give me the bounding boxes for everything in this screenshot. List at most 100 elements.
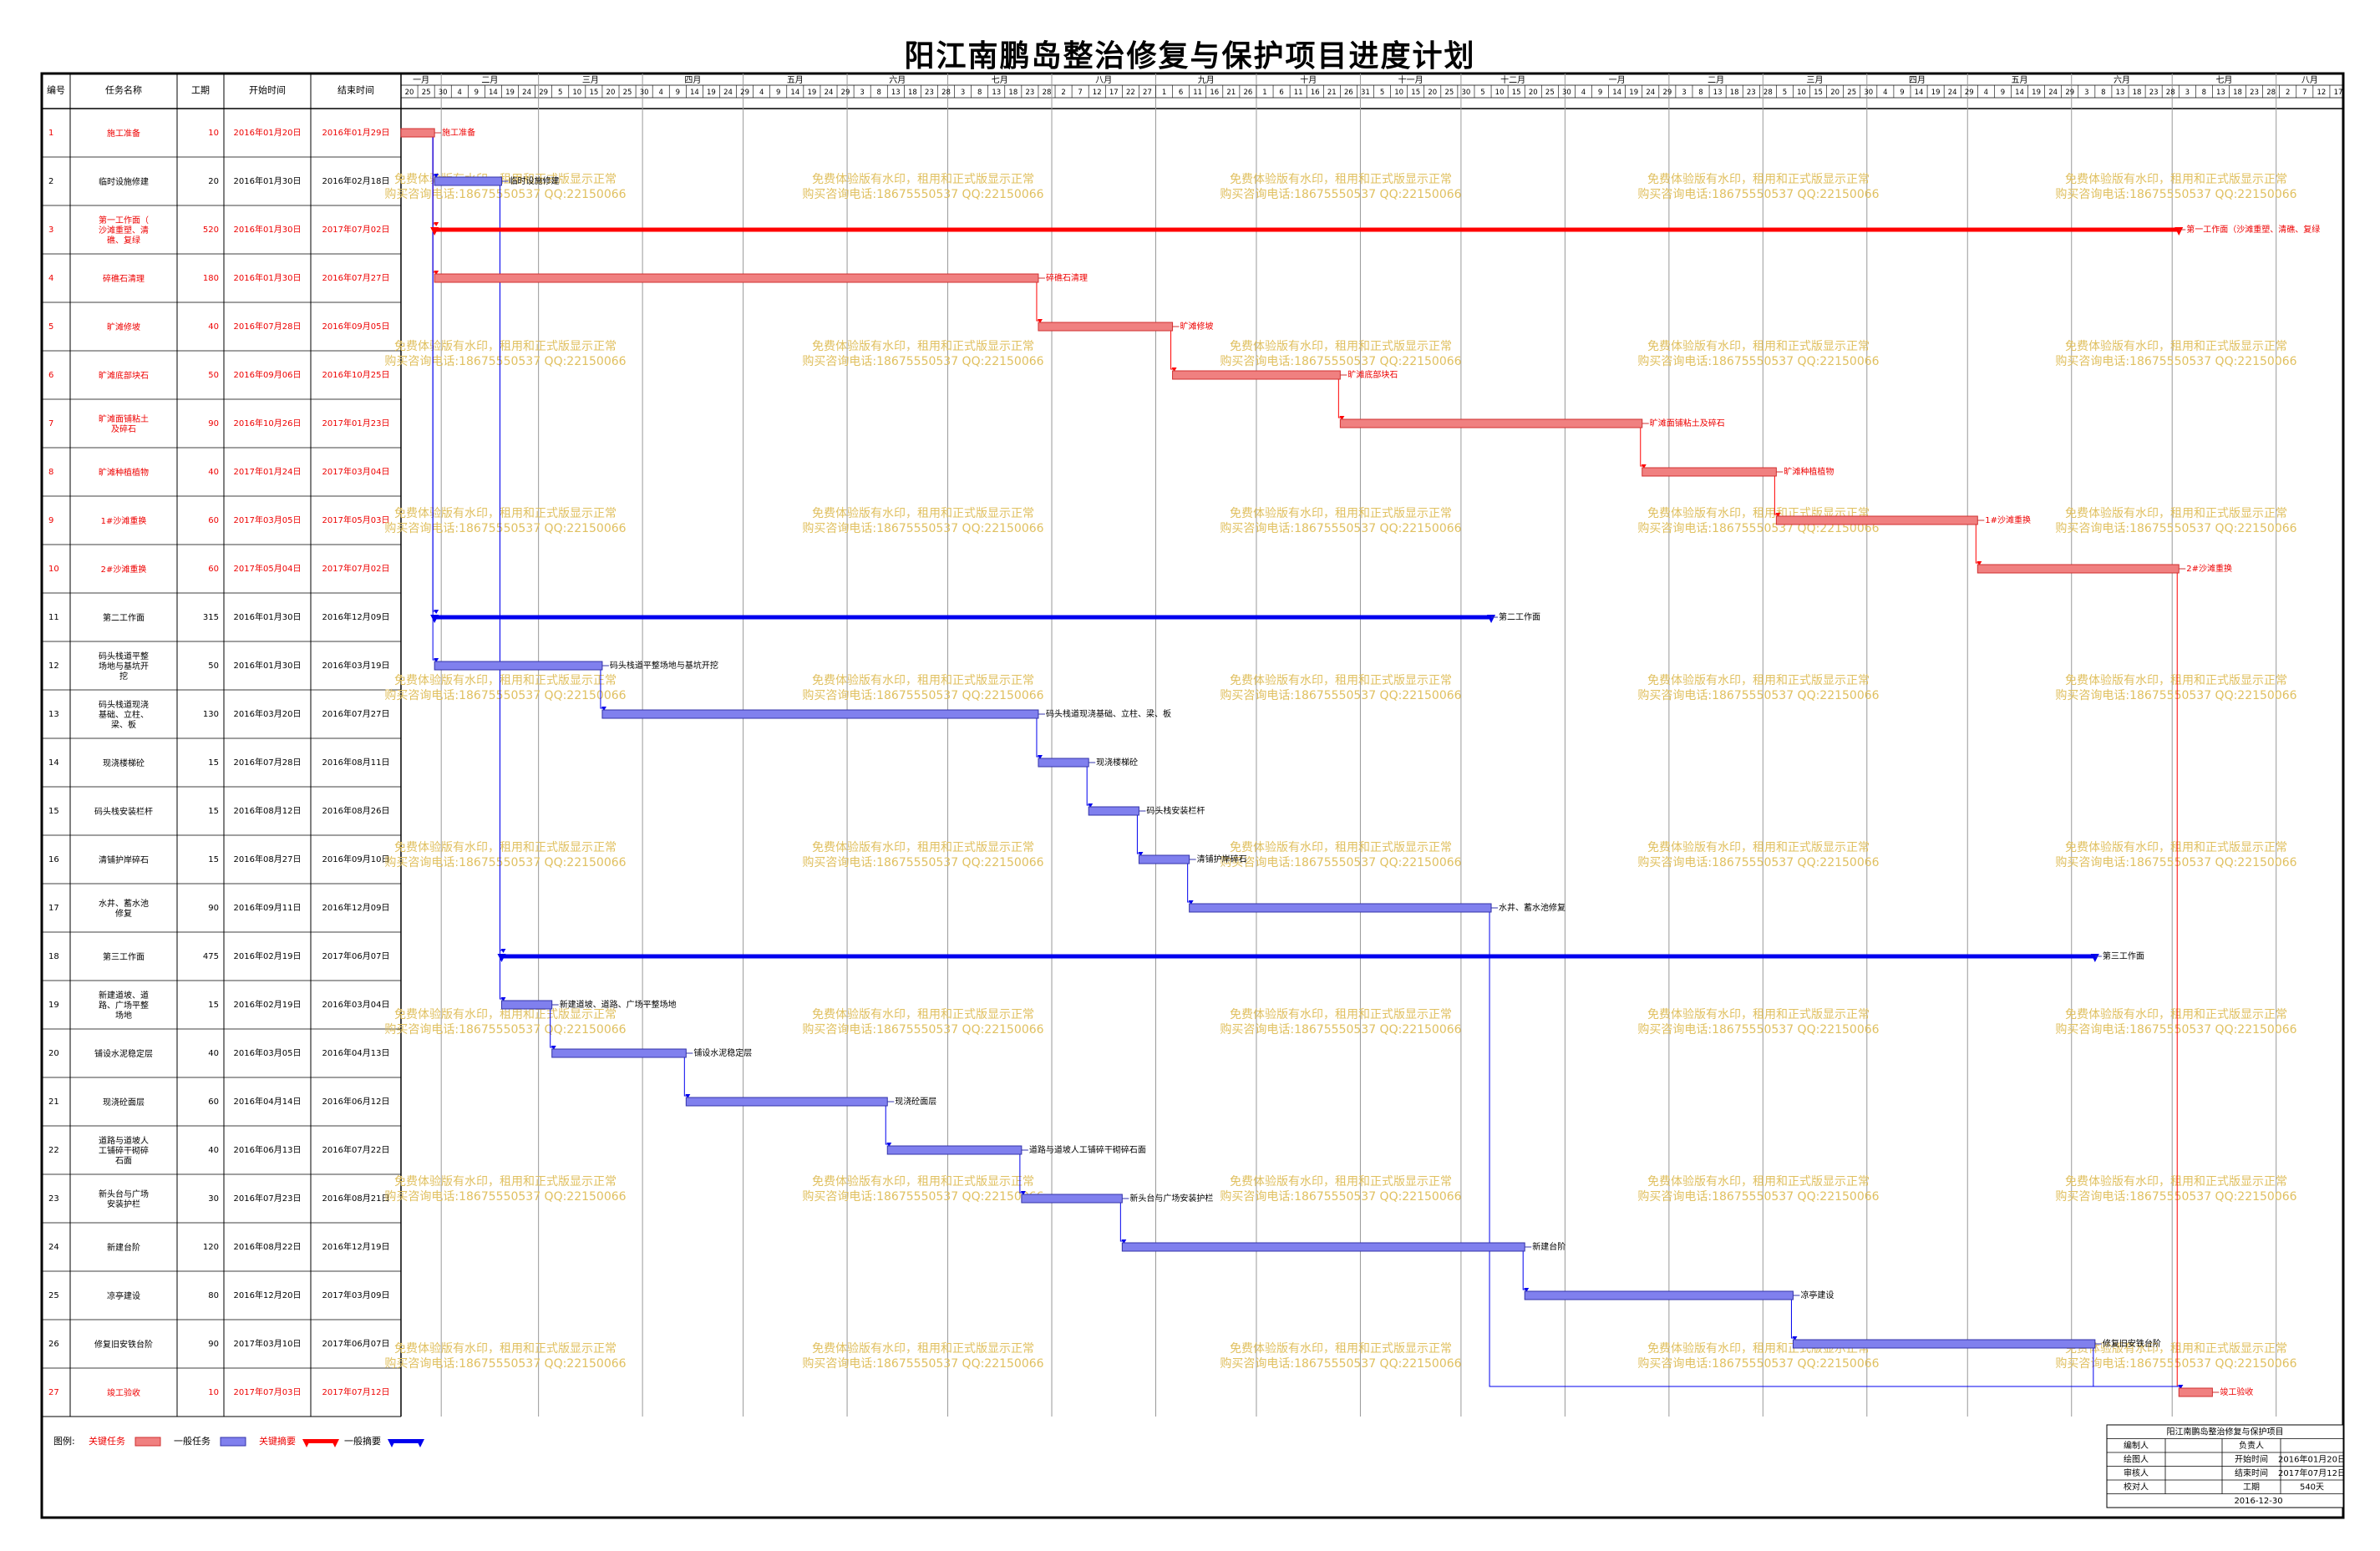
day-tick-label: 7 — [1078, 89, 1082, 97]
summary-start-marker — [430, 615, 439, 623]
bar-label: 新建道坡、道路、广场平整场地 — [560, 999, 677, 1010]
summary-bar — [501, 954, 2095, 959]
month-label: 六月 — [2114, 75, 2130, 85]
task-start: 2016年06月13日 — [234, 1144, 302, 1155]
bar-label: 修复旧安铁台阶 — [2103, 1338, 2161, 1349]
dependency-arrow — [1524, 1288, 1530, 1292]
day-tick-label: 9 — [776, 89, 780, 97]
column-header: 开始时间 — [249, 84, 286, 96]
watermark-line: 免费体验版有水印，租用和正式版显示正常 — [394, 674, 617, 687]
task-end: 2016年12月19日 — [322, 1241, 390, 1252]
task-duration: 90 — [208, 419, 219, 428]
dependency-arrow — [1171, 367, 1177, 372]
task-start: 2016年09月11日 — [234, 902, 302, 913]
task-bar — [1339, 418, 1643, 428]
day-tick-label: 9 — [474, 89, 479, 97]
watermark-line: 免费体验版有水印，租用和正式版显示正常 — [2065, 674, 2287, 687]
info-box-cell: 2017年07月12日 — [2278, 1467, 2346, 1478]
dependency-link — [1790, 1300, 1795, 1340]
legend-swatch — [391, 1439, 421, 1443]
day-tick-label: 14 — [790, 89, 799, 97]
task-duration: 40 — [208, 322, 219, 332]
task-end: 2017年05月03日 — [322, 514, 390, 525]
day-tick-label: 29 — [740, 89, 749, 97]
bar-label: 竣工验收 — [2220, 1386, 2253, 1397]
watermark-line: 购买咨询电话:18675550537 QQ:22150066 — [1220, 522, 1461, 535]
watermark-line: 购买咨询电话:18675550537 QQ:22150066 — [1220, 188, 1461, 201]
day-tick-label: 24 — [723, 89, 733, 97]
bar-label: 现浇楼梯砼 — [1096, 757, 1138, 768]
month-label: 二月 — [1708, 75, 1724, 85]
watermark-line: 购买咨询电话:18675550537 QQ:22150066 — [384, 355, 626, 368]
task-name: 旷滩种植植物 — [99, 467, 149, 478]
watermark-line: 免费体验版有水印，租用和正式版显示正常 — [2065, 1342, 2287, 1356]
day-tick-label: 10 — [1797, 89, 1806, 97]
task-id: 12 — [48, 661, 59, 671]
task-end: 2016年09月05日 — [322, 321, 390, 332]
watermark-line: 免费体验版有水印，租用和正式版显示正常 — [1647, 1008, 1870, 1021]
task-start: 2017年07月03日 — [234, 1386, 302, 1397]
task-name: 新建台阶 — [107, 1242, 140, 1253]
month-label: 七月 — [2215, 75, 2232, 85]
bar-label: 现浇砼面层 — [895, 1096, 936, 1107]
task-duration: 30 — [208, 1194, 219, 1204]
watermark-line: 免费体验版有水印，租用和正式版显示正常 — [1230, 674, 1452, 687]
watermark-line: 免费体验版有水印，租用和正式版显示正常 — [1230, 841, 1452, 854]
day-tick-label: 21 — [1327, 89, 1337, 97]
bar-label: 旷滩修坡 — [1180, 321, 1214, 332]
task-start: 2017年03月05日 — [234, 514, 302, 525]
watermark-line: 免费体验版有水印，租用和正式版显示正常 — [394, 841, 617, 854]
day-tick-label: 21 — [1226, 89, 1236, 97]
day-tick-label: 25 — [1545, 89, 1555, 97]
task-bar — [551, 1048, 687, 1058]
task-bar — [1977, 564, 2180, 574]
task-start: 2016年12月20日 — [234, 1290, 302, 1300]
task-name: 修复旧安铁台阶 — [94, 1339, 153, 1350]
info-box-cell: 绘图人 — [2124, 1453, 2149, 1464]
task-end: 2016年12月09日 — [322, 611, 390, 622]
timeline-grid: 一月 二月 三月 四月 五月 六月 七月 八月 九月 十月 十一月 十二月 一月 二月 三月 四月 五月 六月 七月… — [400, 73, 2343, 1417]
day-tick-label: 25 — [422, 89, 431, 97]
day-tick-label: 26 — [1344, 89, 1353, 97]
task-name: 码头栈道现浇基础、立柱、梁、板 — [99, 699, 149, 730]
bar-label: 码头栈道现浇基础、立柱、梁、板 — [1046, 708, 1171, 719]
day-tick-label: 9 — [1900, 89, 1904, 97]
task-start: 2017年05月04日 — [234, 563, 302, 574]
watermark-line: 购买咨询电话:18675550537 QQ:22150066 — [2055, 1190, 2296, 1204]
task-id: 7 — [48, 419, 53, 428]
month-label: 九月 — [1198, 75, 1215, 85]
day-tick-label: 25 — [1847, 89, 1856, 97]
task-bar — [1121, 1242, 1525, 1252]
day-tick-label: 19 — [707, 89, 716, 97]
legend-swatch-marker — [416, 1439, 424, 1447]
day-tick-label: 8 — [2101, 89, 2105, 97]
task-start: 2016年08月27日 — [234, 854, 302, 864]
dependency-link — [1640, 428, 1645, 468]
task-bar — [685, 1097, 888, 1107]
task-bar — [1038, 322, 1174, 332]
day-tick-label: 24 — [522, 89, 531, 97]
watermark-line: 免费体验版有水印，租用和正式版显示正常 — [1230, 173, 1452, 186]
task-bar — [2178, 1387, 2213, 1397]
watermark-line: 免费体验版有水印，租用和正式版显示正常 — [394, 1008, 617, 1021]
watermark-line: 购买咨询电话:18675550537 QQ:22150066 — [384, 856, 626, 869]
dependency-arrow — [1641, 464, 1647, 469]
day-tick-label: 12 — [1093, 89, 1102, 97]
dependency-link — [1036, 282, 1041, 322]
watermark-line: 购买咨询电话:18675550537 QQ:22150066 — [1220, 355, 1461, 368]
day-tick-label: 13 — [1713, 89, 1723, 97]
summary-bar — [434, 615, 1492, 620]
month-label: 一月 — [413, 75, 429, 85]
day-tick-label: 29 — [1965, 89, 1974, 97]
month-label: 一月 — [1609, 75, 1626, 85]
task-start: 2016年08月12日 — [234, 805, 302, 816]
day-tick-label: 18 — [2133, 89, 2142, 97]
bar-label: 码头栈道平整场地与基坑开挖 — [610, 660, 718, 671]
day-tick-label: 4 — [759, 89, 764, 97]
day-tick-label: 13 — [2216, 89, 2225, 97]
day-tick-label: 16 — [1311, 89, 1320, 97]
day-tick-label: 4 — [458, 89, 462, 97]
legend-item-label: 关键任务 — [89, 1435, 125, 1447]
info-box-cell: 540天 — [2300, 1483, 2324, 1492]
